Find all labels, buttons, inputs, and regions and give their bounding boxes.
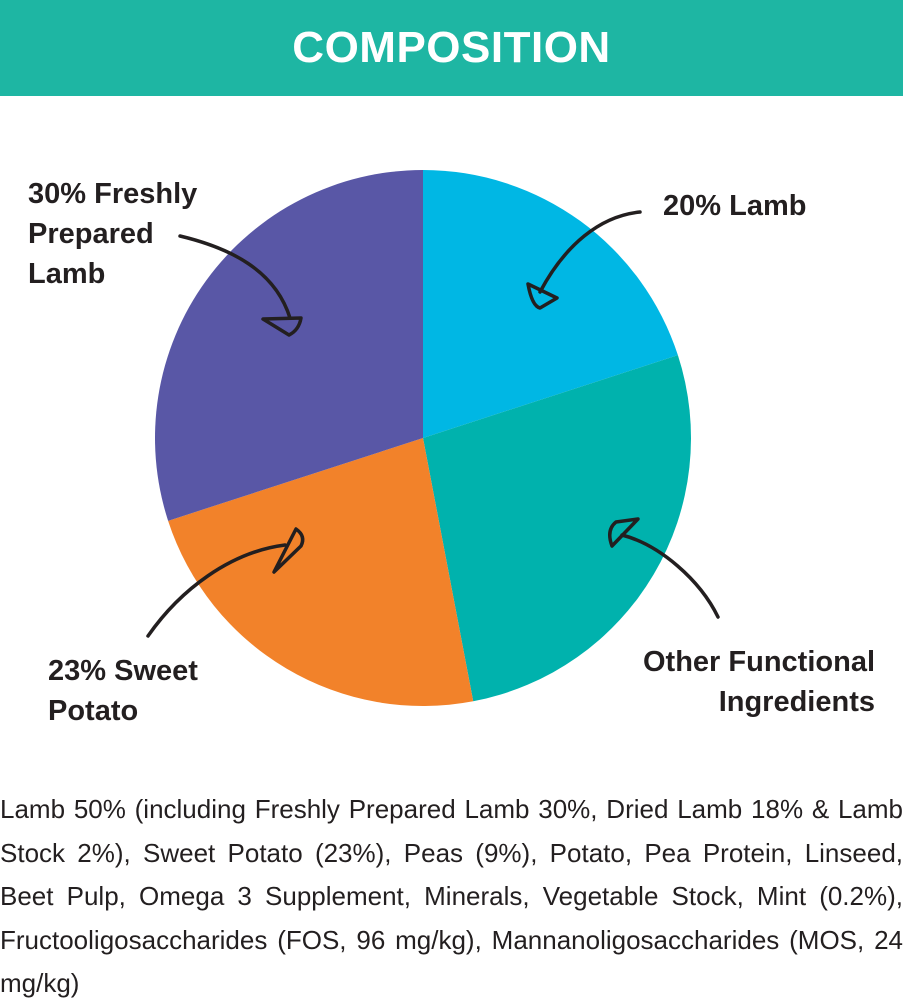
pie-slice-4	[155, 170, 424, 521]
arrow-icon	[178, 234, 292, 320]
callout-line: Ingredients	[718, 686, 875, 718]
callout-line: Other Functional	[643, 646, 875, 678]
arrow-icon	[538, 210, 642, 294]
callout-line: 23% Sweet	[48, 655, 198, 687]
pie-slice-1	[423, 170, 678, 438]
composition-ingredients-text: Lamb 50% (including Freshly Prepared Lam…	[0, 794, 903, 998]
callout-line: 20% Lamb	[663, 190, 807, 222]
header-banner: COMPOSITION	[0, 0, 903, 96]
arrow-head-icon	[261, 316, 303, 337]
callout-other-functional-ingredients: Other Functional Ingredients	[643, 642, 875, 722]
arrow-head-icon	[608, 517, 640, 548]
arrow-icon	[620, 533, 720, 619]
arrow-head-icon	[526, 282, 559, 310]
callout-line: Potato	[48, 695, 139, 727]
callout-line: Prepared	[28, 218, 154, 250]
pie-slice-3	[168, 438, 474, 706]
callout-freshly-prepared-lamb: 30% Freshly Prepared Lamb	[28, 174, 197, 294]
callout-arrows	[146, 210, 720, 638]
pie-chart	[146, 170, 720, 706]
pie-slice-2	[423, 355, 691, 702]
arrow-head-icon	[272, 527, 305, 574]
callout-lamb: 20% Lamb	[663, 186, 806, 226]
arrow-icon	[146, 543, 287, 638]
page-title: COMPOSITION	[292, 23, 611, 72]
pie-slices	[155, 170, 691, 706]
callout-sweet-potato: 23% Sweet Potato	[48, 651, 198, 731]
callout-line: Lamb	[28, 258, 106, 290]
callout-line: 30% Freshly	[28, 178, 198, 210]
